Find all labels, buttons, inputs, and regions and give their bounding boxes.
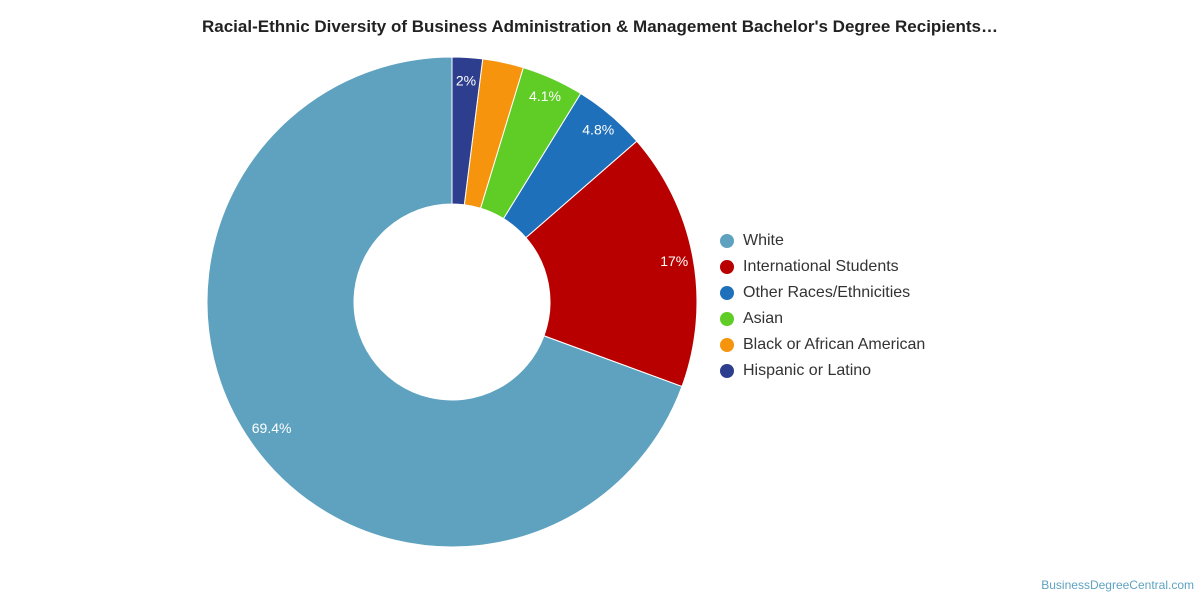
- slice-white[interactable]: [206, 56, 683, 548]
- legend-swatch-icon: [720, 286, 734, 300]
- slice-hispanic-or-latino[interactable]: [451, 56, 484, 206]
- legend-label: Hispanic or Latino: [743, 362, 872, 379]
- chart-title: Racial-Ethnic Diversity of Business Admi…: [201, 17, 998, 36]
- data-label-white: 69.4%: [252, 420, 292, 436]
- legend-label: Asian: [743, 310, 784, 327]
- chart-legend: White International Students Other Races/E…: [720, 228, 925, 384]
- data-label-hispanic-or-latino: 2%: [456, 72, 476, 88]
- legend-item-hispanic-or-latino[interactable]: Hispanic or Latino: [720, 358, 925, 384]
- data-label-international-students: 17%: [660, 253, 688, 269]
- legend-label: Other Races/Ethnicities: [743, 284, 911, 301]
- data-label-other-races-ethnicities: 4.8%: [582, 122, 614, 138]
- legend-swatch-icon: [720, 312, 734, 326]
- legend-swatch-icon: [720, 338, 734, 352]
- legend-label: Black or African American: [743, 336, 926, 353]
- data-label-asian: 4.1%: [529, 88, 561, 104]
- slice-other-races-ethnicities[interactable]: [502, 92, 638, 239]
- legend-item-other-races-ethnicities[interactable]: Other Races/Ethnicities: [720, 280, 925, 306]
- legend-swatch-icon: [720, 260, 734, 274]
- site-credit: BusinessDegreeCentral.com: [1041, 578, 1194, 592]
- legend-item-white[interactable]: White: [720, 228, 925, 254]
- legend-item-black-or-african-american[interactable]: Black or African American: [720, 332, 925, 358]
- legend-item-asian[interactable]: Asian: [720, 306, 925, 332]
- legend-swatch-icon: [720, 234, 734, 248]
- slice-black-or-african-american[interactable]: [463, 58, 524, 209]
- slice-asian[interactable]: [479, 66, 582, 220]
- legend-item-international-students[interactable]: International Students: [720, 254, 925, 280]
- slice-international-students[interactable]: [525, 140, 698, 388]
- legend-label: White: [743, 232, 784, 249]
- legend-swatch-icon: [720, 364, 734, 378]
- legend-label: International Students: [743, 258, 899, 275]
